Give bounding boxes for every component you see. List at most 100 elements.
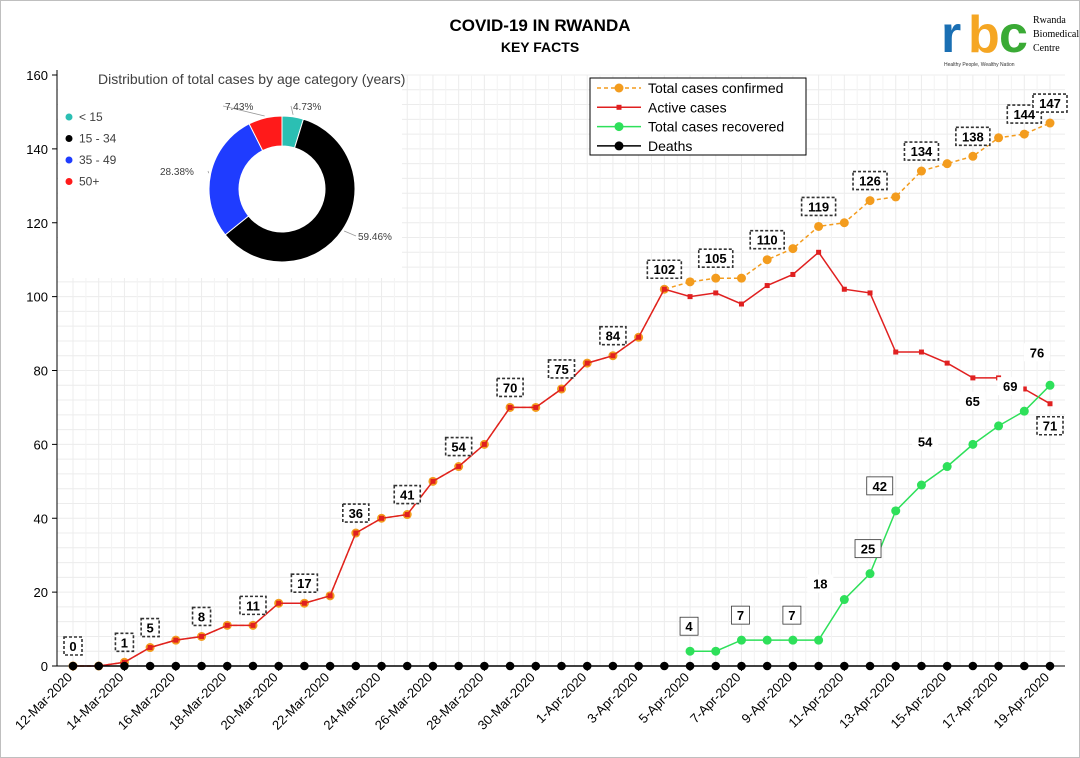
legend-marker bbox=[614, 122, 624, 132]
series-marker-0 bbox=[685, 277, 695, 287]
series-marker-1 bbox=[738, 301, 744, 307]
series-marker-3 bbox=[788, 661, 798, 671]
data-label-box bbox=[444, 436, 473, 457]
series-marker-3 bbox=[917, 661, 926, 671]
donut-value-label: 4.73% bbox=[293, 102, 321, 113]
series-marker-2 bbox=[942, 462, 952, 472]
data-label: 0 bbox=[69, 639, 76, 654]
y-tick-label: 100 bbox=[26, 290, 48, 305]
annotation-layer: 0 1 5 8 11 17 36 41 54 70 75 84 102 105 110 119 126 134 13… bbox=[63, 93, 1068, 656]
data-label-box bbox=[866, 476, 894, 496]
data-label: 105 bbox=[705, 251, 727, 266]
logo-name-line3: Centre bbox=[1033, 43, 1060, 54]
data-label-box bbox=[1032, 93, 1068, 113]
legend-label: Deaths bbox=[648, 138, 692, 154]
series-marker-0 bbox=[1045, 118, 1055, 128]
chart-subtitle: KEY FACTS bbox=[501, 39, 579, 55]
series-marker-3 bbox=[762, 661, 772, 671]
data-label-box bbox=[997, 377, 1024, 396]
legend-label: Total cases recovered bbox=[648, 119, 784, 135]
series-marker-3 bbox=[505, 661, 515, 671]
donut-value-label: 28.38% bbox=[160, 167, 194, 178]
data-label: 71 bbox=[1043, 419, 1057, 434]
series-marker-1 bbox=[456, 464, 462, 470]
data-label: 110 bbox=[757, 233, 778, 248]
donut-legend-label: 15 - 34 bbox=[79, 132, 117, 146]
data-label: 76 bbox=[1030, 345, 1044, 360]
series-marker-0 bbox=[994, 133, 1004, 143]
series-marker-1 bbox=[841, 286, 847, 292]
series-marker-1 bbox=[250, 622, 256, 628]
data-label: 144 bbox=[1013, 107, 1035, 122]
series-marker-2 bbox=[968, 439, 978, 449]
series-marker-3 bbox=[942, 661, 952, 671]
series-marker-1 bbox=[970, 375, 976, 381]
data-label: 5 bbox=[147, 621, 154, 636]
data-label-box bbox=[114, 632, 135, 653]
data-label: 18 bbox=[813, 577, 827, 592]
series-marker-3 bbox=[608, 661, 618, 671]
series-layer bbox=[68, 118, 1055, 671]
series-marker-3 bbox=[865, 661, 875, 671]
data-label-box bbox=[496, 377, 524, 398]
series-marker-1 bbox=[559, 386, 564, 392]
series-marker-0 bbox=[814, 221, 824, 231]
series-marker-3 bbox=[480, 661, 489, 671]
series-marker-3 bbox=[1019, 661, 1029, 671]
donut-legend-marker bbox=[65, 178, 73, 185]
series-marker-1 bbox=[816, 249, 822, 255]
data-label: 1 bbox=[121, 635, 128, 650]
data-label: 70 bbox=[503, 380, 517, 395]
series-marker-3 bbox=[248, 661, 258, 671]
data-label-box bbox=[959, 391, 986, 410]
series-marker-0 bbox=[736, 273, 746, 283]
data-label-box bbox=[1036, 415, 1064, 436]
series-marker-1 bbox=[636, 334, 642, 340]
series-marker-2 bbox=[865, 569, 875, 579]
series-marker-3 bbox=[171, 661, 181, 671]
series-marker-1 bbox=[224, 622, 230, 628]
series-marker-0 bbox=[968, 151, 978, 161]
series-marker-3 bbox=[685, 661, 695, 671]
series-marker-3 bbox=[145, 661, 155, 671]
logo-letter-b: b bbox=[968, 6, 1000, 64]
legend-marker bbox=[614, 83, 624, 93]
series-marker-3 bbox=[454, 661, 463, 671]
series-marker-1 bbox=[199, 633, 205, 639]
data-label-box bbox=[854, 539, 882, 559]
data-label-box bbox=[749, 229, 785, 250]
data-label-box bbox=[852, 170, 888, 191]
logo-letter-r: r bbox=[941, 6, 961, 64]
series-marker-3 bbox=[222, 661, 232, 671]
data-label-box bbox=[912, 432, 939, 451]
data-label: 7 bbox=[737, 608, 744, 623]
series-marker-1 bbox=[276, 600, 282, 606]
data-label: 4 bbox=[685, 619, 693, 634]
y-axis: 0 20 40 60 80 100 120 140 160 bbox=[26, 68, 58, 674]
data-label: 54 bbox=[451, 440, 466, 455]
series-marker-3 bbox=[711, 661, 721, 671]
data-label-box bbox=[697, 248, 734, 268]
data-label-box bbox=[800, 196, 837, 217]
data-label: 75 bbox=[554, 362, 568, 377]
legend-label: Active cases bbox=[648, 99, 727, 115]
data-label-box bbox=[547, 359, 576, 379]
series-marker-1 bbox=[1047, 401, 1053, 407]
data-label-box bbox=[140, 617, 160, 638]
series-marker-3 bbox=[68, 661, 78, 671]
donut-leader bbox=[207, 170, 210, 174]
age-donut-inset: Distribution of total cases by age categ… bbox=[58, 66, 405, 278]
series-marker-1 bbox=[173, 637, 179, 643]
legend-box bbox=[589, 77, 807, 156]
data-label: 84 bbox=[606, 329, 621, 344]
donut-legend-marker bbox=[65, 135, 73, 142]
data-label: 126 bbox=[859, 174, 881, 189]
series-marker-1 bbox=[790, 271, 796, 277]
chart-title: COVID-19 IN RWANDA bbox=[449, 16, 630, 35]
donut-legend-marker bbox=[65, 156, 73, 164]
series-marker-3 bbox=[582, 661, 592, 671]
series-marker-0 bbox=[788, 244, 798, 254]
legend: Total cases confirmed Active cases Total c… bbox=[589, 77, 807, 156]
series-marker-1 bbox=[764, 283, 770, 289]
series-marker-1 bbox=[867, 290, 873, 296]
